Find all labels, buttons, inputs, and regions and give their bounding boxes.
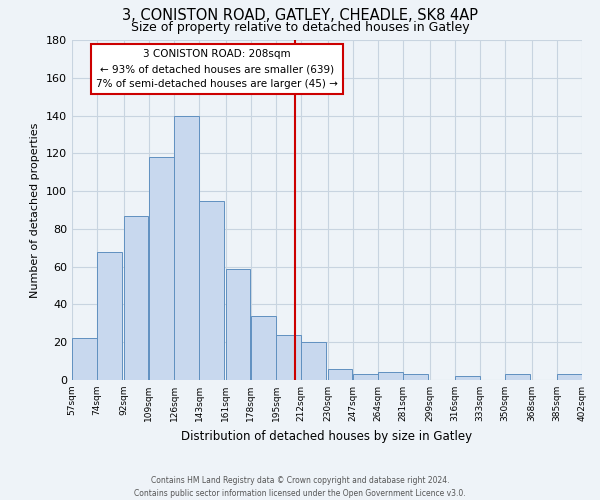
Bar <box>97 252 122 380</box>
Bar <box>557 374 581 380</box>
Bar <box>174 116 199 380</box>
Bar <box>276 334 301 380</box>
Text: Contains HM Land Registry data © Crown copyright and database right 2024.
Contai: Contains HM Land Registry data © Crown c… <box>134 476 466 498</box>
Bar <box>149 157 173 380</box>
Bar <box>72 338 97 380</box>
Bar <box>301 342 326 380</box>
X-axis label: Distribution of detached houses by size in Gatley: Distribution of detached houses by size … <box>181 430 473 442</box>
Bar <box>378 372 403 380</box>
Bar <box>124 216 148 380</box>
Bar <box>455 376 479 380</box>
Bar <box>328 368 352 380</box>
Text: 3 CONISTON ROAD: 208sqm
← 93% of detached houses are smaller (639)
7% of semi-de: 3 CONISTON ROAD: 208sqm ← 93% of detache… <box>96 50 338 89</box>
Bar <box>199 200 224 380</box>
Y-axis label: Number of detached properties: Number of detached properties <box>31 122 40 298</box>
Bar <box>403 374 428 380</box>
Bar <box>251 316 275 380</box>
Text: 3, CONISTON ROAD, GATLEY, CHEADLE, SK8 4AP: 3, CONISTON ROAD, GATLEY, CHEADLE, SK8 4… <box>122 8 478 22</box>
Bar <box>353 374 377 380</box>
Bar <box>505 374 530 380</box>
Bar <box>226 268 250 380</box>
Text: Size of property relative to detached houses in Gatley: Size of property relative to detached ho… <box>131 21 469 34</box>
